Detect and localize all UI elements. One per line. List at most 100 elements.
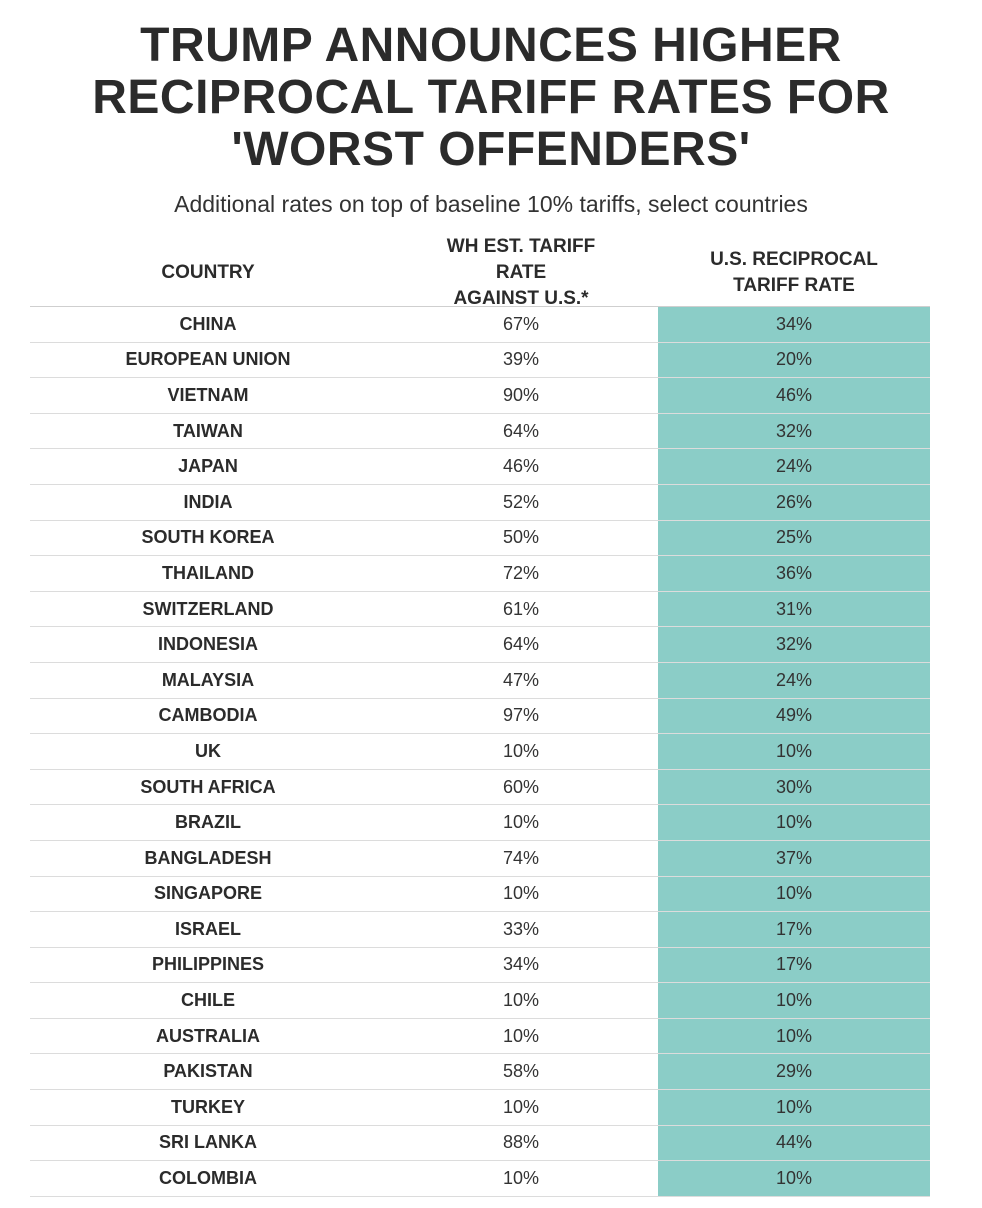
header-country: COUNTRY [30, 240, 386, 306]
cell-us-rate: 24% [775, 456, 813, 477]
cell-wh-rate: 97% [502, 705, 540, 726]
cell-country: JAPAN [178, 456, 238, 477]
table-row: EUROPEAN UNION 39% 20% [30, 343, 930, 379]
cell-wh-rate: 10% [502, 1025, 540, 1046]
tariff-table: COUNTRY WH EST. TARIFF RATE AGAINST U.S.… [30, 236, 930, 1197]
title-line: RECIPROCAL TARIFF RATES FOR [92, 71, 890, 124]
table-row: PHILIPPINES 34% 17% [30, 948, 930, 984]
cell-us-rate: 10% [775, 740, 813, 761]
cell-us-rate: 31% [775, 598, 813, 619]
cell-wh-rate: 72% [502, 562, 540, 583]
header-us-line: TARIFF RATE [733, 275, 855, 296]
cell-wh-rate: 10% [502, 740, 540, 761]
cell-us-rate: 10% [775, 1096, 813, 1117]
table-row: BRAZIL 10% 10% [30, 805, 930, 841]
cell-wh-rate: 52% [502, 491, 540, 512]
cell-country: VIETNAM [167, 384, 249, 405]
table-row: INDIA 52% 26% [30, 485, 930, 521]
us-rate-column-highlight [658, 307, 930, 1197]
cell-country: SRI LANKA [159, 1132, 257, 1153]
cell-us-rate: 10% [775, 883, 813, 904]
cell-wh-rate: 47% [502, 669, 540, 690]
table-body: CHINA 67% 34% EUROPEAN UNION 39% 20% VIETNAM 90… [30, 306, 930, 1197]
cell-wh-rate: 10% [502, 1096, 540, 1117]
cell-us-rate: 29% [775, 1061, 813, 1082]
table-row: INDONESIA 64% 32% [30, 627, 930, 663]
cell-wh-rate: 74% [502, 847, 540, 868]
cell-us-rate: 10% [775, 990, 813, 1011]
cell-country: SINGAPORE [153, 883, 263, 904]
table-row: MALAYSIA 47% 24% [30, 663, 930, 699]
table-row: CHINA 67% 34% [30, 307, 930, 343]
header-us-rate: U.S. RECIPROCAL TARIFF RATE [658, 240, 930, 306]
title-line: TRUMP ANNOUNCES HIGHER [140, 19, 842, 72]
cell-us-rate: 24% [775, 669, 813, 690]
cell-us-rate: 30% [775, 776, 813, 797]
header-wh-line: WH EST. TARIFF RATE [446, 236, 596, 283]
cell-country: BRAZIL [175, 812, 241, 833]
title-line: 'WORST OFFENDERS' [231, 123, 751, 176]
cell-wh-rate: 33% [502, 918, 540, 939]
table-header: COUNTRY WH EST. TARIFF RATE AGAINST U.S.… [30, 236, 930, 309]
cell-wh-rate: 60% [502, 776, 540, 797]
cell-us-rate: 17% [775, 918, 813, 939]
header-wh-line: AGAINST U.S.* [453, 288, 589, 309]
header-wh-rate: WH EST. TARIFF RATE AGAINST U.S.* [430, 236, 612, 309]
cell-country: INDIA [183, 491, 233, 512]
table-row: SRI LANKA 88% 44% [30, 1126, 930, 1162]
cell-wh-rate: 10% [502, 883, 540, 904]
cell-us-rate: 10% [775, 812, 813, 833]
cell-wh-rate: 58% [502, 1061, 540, 1082]
cell-wh-rate: 67% [502, 313, 540, 334]
cell-us-rate: 20% [775, 349, 813, 370]
table-row: SOUTH AFRICA 60% 30% [30, 770, 930, 806]
table-row: SINGAPORE 10% 10% [30, 877, 930, 913]
table-row: TAIWAN 64% 32% [30, 414, 930, 450]
table-row: COLOMBIA 10% 10% [30, 1161, 930, 1197]
chart-subtitle: Additional rates on top of baseline 10% … [174, 191, 808, 217]
cell-us-rate: 17% [775, 954, 813, 975]
cell-country: SOUTH KOREA [141, 527, 275, 548]
table-row: ISRAEL 33% 17% [30, 912, 930, 948]
table-row: BANGLADESH 74% 37% [30, 841, 930, 877]
cell-wh-rate: 10% [502, 1168, 540, 1189]
cell-wh-rate: 64% [502, 420, 540, 441]
cell-country: PHILIPPINES [151, 954, 265, 975]
cell-country: BANGLADESH [144, 847, 272, 868]
cell-us-rate: 10% [775, 1025, 813, 1046]
cell-us-rate: 25% [775, 527, 813, 548]
table-row: VIETNAM 90% 46% [30, 378, 930, 414]
cell-country: AUSTRALIA [156, 1025, 260, 1046]
cell-wh-rate: 64% [502, 634, 540, 655]
cell-wh-rate: 10% [502, 812, 540, 833]
cell-wh-rate: 90% [502, 384, 540, 405]
cell-country: COLOMBIA [159, 1168, 257, 1189]
table-row: SWITZERLAND 61% 31% [30, 592, 930, 628]
cell-country: TAIWAN [173, 420, 243, 441]
cell-wh-rate: 34% [502, 954, 540, 975]
cell-country: SOUTH AFRICA [140, 776, 276, 797]
cell-us-rate: 36% [775, 562, 813, 583]
cell-country: PAKISTAN [163, 1061, 253, 1082]
table-row: THAILAND 72% 36% [30, 556, 930, 592]
table-row: AUSTRALIA 10% 10% [30, 1019, 930, 1055]
cell-us-rate: 26% [775, 491, 813, 512]
cell-us-rate: 49% [775, 705, 813, 726]
cell-country: CAMBODIA [158, 705, 258, 726]
cell-country: TURKEY [170, 1096, 245, 1117]
cell-wh-rate: 50% [502, 527, 540, 548]
cell-wh-rate: 39% [502, 349, 540, 370]
cell-wh-rate: 10% [502, 990, 540, 1011]
cell-country: THAILAND [162, 562, 254, 583]
cell-us-rate: 46% [775, 384, 813, 405]
cell-us-rate: 44% [775, 1132, 813, 1153]
cell-country: CHILE [181, 990, 235, 1011]
header-us-line: U.S. RECIPROCAL [710, 249, 878, 270]
table-row: UK 10% 10% [30, 734, 930, 770]
table-row: CAMBODIA 97% 49% [30, 699, 930, 735]
cell-country: UK [195, 740, 221, 761]
table-row: PAKISTAN 58% 29% [30, 1054, 930, 1091]
cell-us-rate: 34% [775, 313, 813, 334]
table-row: SOUTH KOREA 50% 25% [30, 521, 930, 557]
cell-us-rate: 10% [775, 1168, 813, 1189]
